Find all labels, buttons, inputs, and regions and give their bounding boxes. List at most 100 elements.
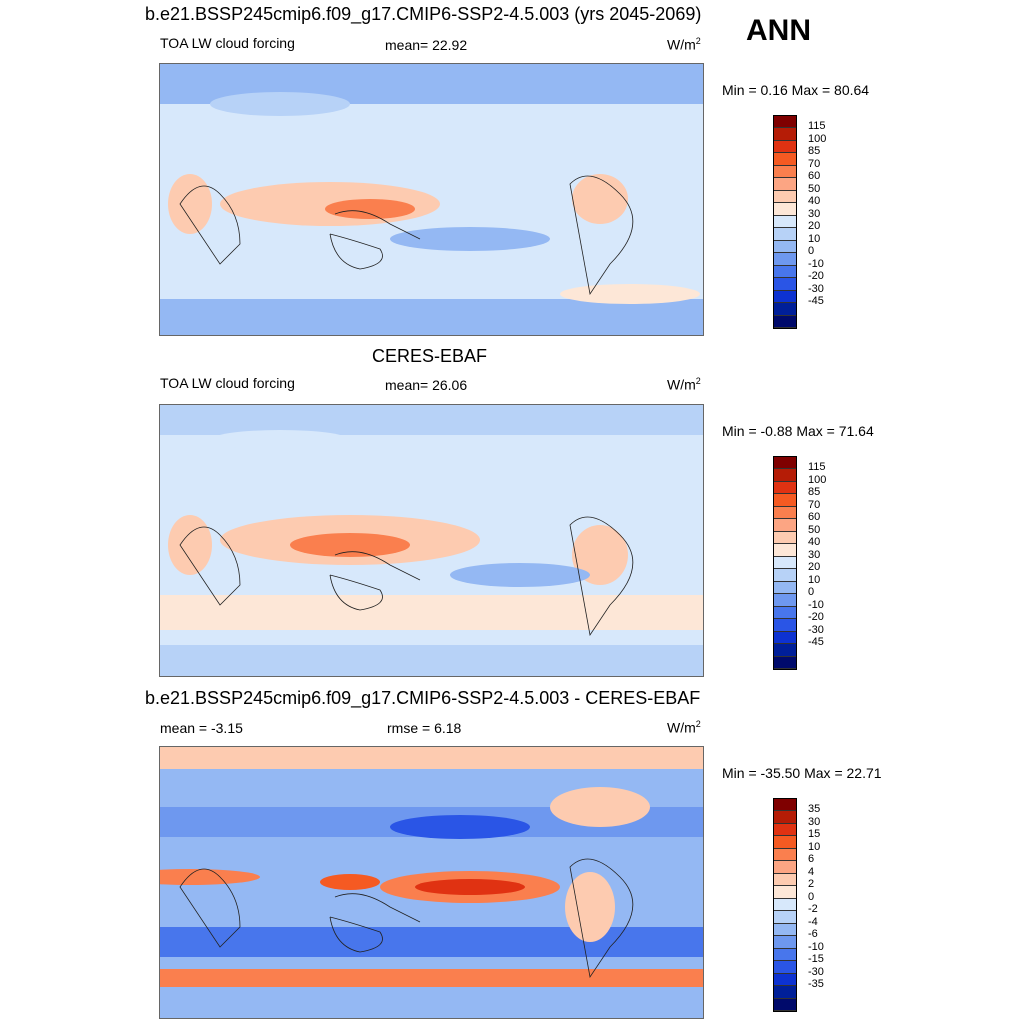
colorbar-swatch: [774, 569, 796, 582]
panel1-field: [160, 64, 703, 335]
colorbar-tick-label: 0: [808, 245, 815, 258]
colorbar-swatch: [774, 240, 796, 254]
season-label: ANN: [746, 14, 811, 47]
colorbar-swatch: [774, 506, 796, 520]
colorbar-swatch: [774, 973, 796, 987]
colorbar-tick-label: 30: [808, 548, 821, 561]
colorbar-tick-label: -30: [808, 282, 824, 295]
colorbar-swatch: [774, 315, 796, 328]
colorbar-swatch: [774, 873, 796, 887]
panel2-units: W/m2: [667, 376, 701, 393]
panel1-units: W/m2: [667, 36, 701, 53]
colorbar-tick-label: 2: [808, 878, 815, 891]
colorbar-tick-label: 4: [808, 865, 815, 878]
panel1-minmax: Min = 0.16 Max = 80.64: [722, 82, 870, 98]
panel1-left-label: TOA LW cloud forcing: [160, 35, 295, 51]
colorbar-swatch: [774, 823, 796, 837]
colorbar-swatch: [774, 911, 796, 924]
colorbar-swatch: [774, 556, 796, 570]
panel2-minmax: Min = -0.88 Max = 71.64: [722, 423, 874, 439]
panel2-field: [160, 405, 703, 676]
colorbar-swatch: [774, 494, 796, 507]
colorbar-tick-label: -10: [808, 257, 824, 270]
colorbar-swatch: [774, 153, 796, 166]
colorbar-swatch: [774, 861, 796, 874]
colorbar-swatch: [774, 948, 796, 962]
colorbar-tick-label: -45: [808, 636, 824, 649]
panel3-colorbar: [773, 798, 797, 1012]
panel2-mean: mean= 26.06: [385, 377, 468, 393]
colorbar-swatch: [774, 898, 796, 912]
colorbar-tick-label: -30: [808, 965, 824, 978]
colorbar-tick-label: 20: [808, 220, 821, 233]
colorbar-swatch: [774, 936, 796, 949]
colorbar-tick-label: 15: [808, 828, 821, 841]
colorbar-swatch: [774, 278, 796, 291]
colorbar-swatch: [774, 986, 796, 999]
colorbar-tick-label: 60: [808, 170, 821, 183]
colorbar-swatch: [774, 594, 796, 607]
colorbar-swatch: [774, 165, 796, 179]
colorbar-tick-label: 6: [808, 853, 815, 866]
colorbar-tick-label: -4: [808, 915, 818, 928]
panel3-map: [159, 746, 704, 1019]
colorbar-swatch: [774, 469, 796, 482]
colorbar-tick-label: -10: [808, 598, 824, 611]
colorbar-swatch: [774, 606, 796, 620]
colorbar-tick-label: 50: [808, 182, 821, 195]
colorbar-tick-label: 100: [808, 132, 827, 145]
colorbar-tick-label: -15: [808, 953, 824, 966]
colorbar-swatch: [774, 961, 796, 974]
colorbar-swatch: [774, 128, 796, 141]
panel3-units: W/m2: [667, 719, 701, 736]
colorbar-swatch: [774, 290, 796, 304]
colorbar-swatch: [774, 481, 796, 495]
colorbar-swatch: [774, 203, 796, 216]
colorbar-tick-label: 40: [808, 536, 821, 549]
colorbar-swatch: [774, 228, 796, 241]
colorbar-tick-label: 10: [808, 840, 821, 853]
panel2-colorbar: [773, 456, 797, 670]
colorbar-tick-label: 10: [808, 573, 821, 586]
colorbar-swatch: [774, 544, 796, 557]
colorbar-tick-label: 115: [808, 120, 826, 133]
colorbar-tick-label: 10: [808, 232, 821, 245]
colorbar-tick-label: -20: [808, 611, 824, 624]
colorbar-swatch: [774, 836, 796, 849]
colorbar-swatch: [774, 116, 796, 129]
colorbar-swatch: [774, 998, 796, 1011]
panel2-title: CERES-EBAF: [372, 346, 488, 366]
colorbar-swatch: [774, 140, 796, 154]
colorbar-swatch: [774, 253, 796, 266]
colorbar-swatch: [774, 457, 796, 470]
panel1-map: [159, 63, 704, 336]
colorbar-swatch: [774, 644, 796, 657]
colorbar-tick-label: 100: [808, 473, 827, 486]
colorbar-swatch: [774, 303, 796, 316]
colorbar-tick-label: 30: [808, 207, 821, 220]
colorbar-swatch: [774, 581, 796, 595]
panel2-map: [159, 404, 704, 677]
colorbar-tick-label: 30: [808, 815, 821, 828]
colorbar-tick-label: 0: [808, 586, 815, 599]
colorbar-swatch: [774, 531, 796, 545]
colorbar-tick-label: -2: [808, 903, 818, 916]
colorbar-tick-label: -30: [808, 623, 824, 636]
panel3-mean: mean = -3.15: [160, 720, 243, 736]
colorbar-tick-label: 35: [808, 803, 821, 816]
colorbar-swatch: [774, 656, 796, 669]
colorbar-swatch: [774, 519, 796, 532]
colorbar-swatch: [774, 190, 796, 204]
panel3-field: [160, 747, 703, 1018]
panel3-title: b.e21.BSSP245cmip6.f09_g17.CMIP6-SSP2-4.…: [145, 688, 701, 708]
colorbar-swatch: [774, 215, 796, 229]
panel1-colorbar: [773, 115, 797, 329]
colorbar-tick-label: 0: [808, 890, 815, 903]
colorbar-tick-label: 50: [808, 523, 821, 536]
colorbar-swatch: [774, 631, 796, 645]
colorbar-tick-label: -10: [808, 940, 824, 953]
colorbar-tick-label: -6: [808, 928, 818, 941]
panel2-left-label: TOA LW cloud forcing: [160, 375, 295, 391]
colorbar-swatch: [774, 811, 796, 824]
colorbar-tick-label: 85: [808, 486, 821, 499]
